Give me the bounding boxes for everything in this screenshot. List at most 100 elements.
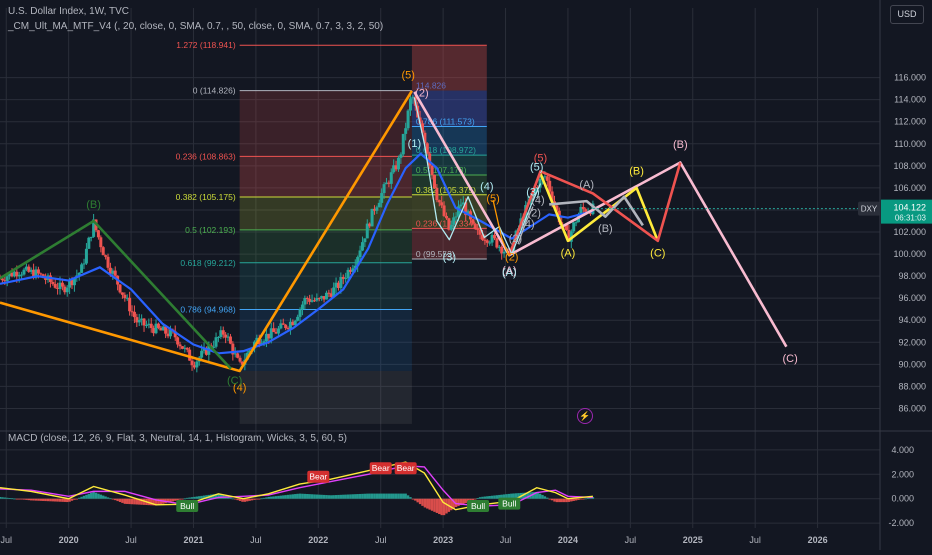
candle-body: [24, 266, 28, 270]
candle-body: [53, 283, 57, 288]
macd-hist-bar: [310, 494, 314, 499]
price-tick-label: 100.000: [893, 249, 926, 259]
macd-hist-bar: [212, 494, 215, 499]
macd-hist-bar: [399, 493, 403, 499]
signal-badge-label: Bear: [372, 463, 390, 473]
macd-hist-bar: [435, 498, 439, 513]
price-tick-label: 94.000: [898, 315, 926, 325]
wave-label: (4): [480, 181, 493, 193]
macd-hist-bar: [426, 498, 429, 509]
macd-hist-bar: [380, 493, 383, 499]
fib2-label: 0 (99.552): [416, 249, 455, 259]
candle-body: [279, 323, 283, 329]
macd-hist-bar: [387, 493, 391, 499]
candle-body: [461, 202, 465, 205]
candle-body: [584, 209, 588, 213]
candle-body: [221, 330, 225, 335]
indicator-legend[interactable]: _CM_Ult_MA_MTF_V4 (, 20, close, 0, SMA, …: [8, 21, 384, 32]
macd-hist-bar: [49, 498, 52, 502]
candle-body: [132, 311, 136, 318]
wave-label: (B): [86, 199, 101, 211]
macd-hist-bar: [106, 497, 110, 499]
macd-hist-bar: [555, 498, 559, 503]
candle-body: [269, 328, 273, 339]
candle-body: [286, 328, 290, 330]
macd-hist-bar: [445, 498, 448, 514]
macd-tick-label: 4.000: [891, 445, 914, 455]
macd-hist-bar: [169, 498, 172, 502]
candle-body: [327, 292, 331, 294]
candle-body: [226, 336, 230, 338]
price-axis: 86.000 88.000 90.000 92.000 94.000 96.000 98.0…: [888, 73, 926, 528]
macd-hist-bar: [584, 498, 587, 500]
macd-hist-bar: [579, 498, 583, 500]
signal-badge-label: Bull: [471, 501, 485, 511]
time-tick-label: Jul: [250, 535, 262, 545]
macd-hist-bar: [66, 498, 69, 503]
candle-body: [485, 240, 489, 243]
candle-body: [0, 278, 4, 281]
macd-hist-bar: [202, 495, 206, 499]
candle-body: [180, 346, 184, 349]
time-tick-label: Jul: [500, 535, 512, 545]
candle-body: [452, 217, 456, 225]
lightning-icon[interactable]: ⚡: [577, 408, 593, 424]
candle-body: [128, 297, 132, 312]
macd-hist-bar: [414, 498, 417, 501]
signal-badge: [394, 462, 417, 475]
macd-hist-bar: [421, 498, 424, 506]
macd-hist-bar: [250, 498, 254, 501]
signal-badge: [369, 462, 392, 475]
candle-body: [478, 229, 482, 235]
fib-label: 0.5 (102.193): [185, 225, 236, 235]
candle-body: [435, 187, 439, 201]
candle-body: [224, 334, 228, 338]
macd-hist-bar: [128, 498, 131, 505]
candle-body: [147, 323, 151, 326]
time-tick-label: 2022: [308, 535, 328, 545]
candle-body: [550, 191, 554, 202]
fib-band: [239, 90, 412, 157]
macd-hist-bar: [200, 495, 203, 499]
macd-hist-bar: [339, 494, 343, 499]
macd-hist-bar: [440, 498, 443, 516]
macd-hist-bar: [63, 498, 67, 502]
currency-button[interactable]: USD: [890, 5, 924, 24]
candle-body: [308, 298, 312, 302]
candle-body: [216, 336, 220, 338]
macd-hist-bar: [411, 498, 415, 500]
macd-hist-bar: [322, 494, 326, 499]
macd-legend[interactable]: MACD (close, 12, 26, 9, Flat, 3, Neutral…: [8, 433, 348, 444]
candle-body: [99, 237, 103, 248]
wave-label: (A): [502, 267, 517, 279]
candle-body: [483, 239, 487, 241]
macd-hist-bar: [289, 494, 292, 499]
wave-label: (2): [509, 233, 522, 245]
candle-body: [15, 271, 19, 277]
candle-body: [322, 296, 326, 300]
candle-body: [296, 316, 300, 321]
macd-hist-bar: [241, 498, 244, 502]
wave-label: (5): [534, 152, 547, 164]
wave-label: (5): [530, 161, 543, 173]
candle-body: [476, 229, 480, 231]
fib-band: [239, 229, 412, 263]
wave-label: (5): [486, 193, 499, 205]
macd-hist-bar: [277, 495, 280, 499]
macd-hist-bar: [68, 498, 71, 502]
wave-label: (C): [782, 353, 797, 365]
candle-body: [406, 110, 410, 129]
candle-body: [454, 216, 458, 218]
macd-hist-bar: [565, 498, 568, 503]
candle-body: [334, 282, 338, 288]
wave-label: (4): [531, 194, 544, 206]
time-tick-label: 2026: [808, 535, 828, 545]
candle-body: [22, 269, 26, 275]
macd-hist-bar: [22, 498, 26, 500]
candle-body: [108, 267, 112, 274]
macd-hist-bar: [550, 498, 554, 501]
candle-body: [84, 248, 88, 264]
macd-hist-bar: [94, 492, 98, 499]
